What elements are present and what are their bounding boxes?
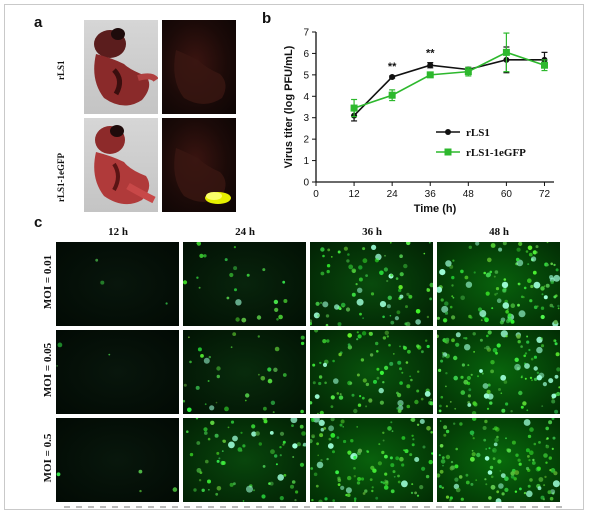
data-point-square	[540, 61, 548, 69]
micrograph-cell	[56, 330, 179, 414]
micrograph-cell	[437, 330, 560, 414]
series-line-1	[353, 51, 545, 109]
fluorescence-speckle	[95, 258, 168, 305]
fluorescence-speckle	[56, 342, 111, 367]
fluorescence-speckle	[183, 242, 288, 323]
x-tick-label: 48	[463, 189, 475, 200]
column-header-1: 24 h	[235, 226, 255, 238]
fluorescence-speckle	[186, 418, 306, 502]
sample-label-rls1-egfp: rLS1-1eGFP	[56, 153, 66, 202]
cropped-caption-edge	[64, 506, 564, 508]
fluorescence-speckle	[56, 469, 178, 493]
x-tick-label: 60	[501, 189, 513, 200]
micrograph-cell	[437, 418, 560, 502]
column-header-3: 48 h	[489, 226, 509, 238]
micrograph-cell	[310, 418, 433, 502]
embryo-photo-rls1-fluorescence	[162, 20, 236, 114]
y-tick-label: 5	[303, 70, 309, 81]
embryo-photo-rls1-brightfield	[84, 20, 158, 114]
data-point-square	[350, 104, 358, 112]
legend-marker-square	[444, 148, 452, 156]
fluorescence-speckle	[310, 330, 433, 414]
panel-c-letter: c	[34, 214, 43, 231]
data-point-circle	[427, 62, 434, 69]
data-point-square	[426, 71, 434, 79]
significance-marker: **	[388, 61, 397, 73]
fluorescence-speckle	[310, 418, 433, 502]
y-tick-label: 1	[303, 156, 309, 167]
micrograph-cell	[56, 418, 179, 502]
micrograph-cell	[437, 242, 560, 326]
y-tick-label: 4	[303, 92, 309, 103]
fluorescence-speckle	[437, 418, 560, 502]
y-tick-label: 0	[303, 178, 309, 189]
x-tick-label: 72	[539, 189, 551, 200]
panel-a-letter: a	[34, 14, 43, 31]
significance-marker: **	[426, 48, 435, 60]
fluorescence-speckle	[437, 242, 560, 326]
x-tick-label: 0	[313, 189, 319, 200]
figure-frame	[4, 4, 584, 510]
column-header-0: 12 h	[108, 226, 128, 238]
data-point-square	[388, 91, 396, 99]
micrograph-cell	[310, 330, 433, 414]
y-tick-label: 3	[303, 113, 309, 124]
x-tick-label: 36	[425, 189, 437, 200]
legend-label-1: rLS1-1eGFP	[466, 147, 526, 159]
micrograph-cell	[183, 242, 306, 326]
fluorescence-speckle	[437, 330, 560, 414]
embryo-photo-rls1-egfp-fluorescence	[162, 118, 236, 212]
micrograph-cell	[183, 418, 306, 502]
fluorescence-speckle	[183, 332, 305, 414]
column-header-2: 36 h	[362, 226, 382, 238]
y-tick-label: 6	[303, 49, 309, 60]
y-axis-title: Virus titer (log PFU/mL)	[283, 45, 295, 168]
legend-label-0: rLS1	[466, 127, 490, 139]
series-line-0	[353, 59, 545, 117]
micrograph-cell	[310, 242, 433, 326]
data-point-square	[464, 68, 472, 76]
y-tick-label: 7	[303, 28, 309, 39]
row-label-0: MOI = 0.01	[42, 254, 54, 310]
fluorescence-speckle	[310, 242, 433, 326]
data-point-square	[502, 48, 510, 56]
legend-marker-circle	[445, 129, 451, 135]
micrograph-cell	[56, 242, 179, 326]
x-tick-label: 12	[349, 189, 361, 200]
x-tick-label: 24	[387, 189, 399, 200]
row-label-1: MOI = 0.05	[42, 342, 54, 398]
y-tick-label: 2	[303, 135, 309, 146]
panel-b-letter: b	[262, 10, 272, 27]
micrograph-cell	[183, 330, 306, 414]
x-axis-title: Time (h)	[414, 203, 457, 215]
embryo-photo-rls1-egfp-brightfield	[84, 118, 158, 212]
data-point-circle	[389, 74, 396, 80]
sample-label-rls1: rLS1	[56, 60, 66, 80]
row-label-2: MOI = 0.5	[42, 433, 54, 483]
